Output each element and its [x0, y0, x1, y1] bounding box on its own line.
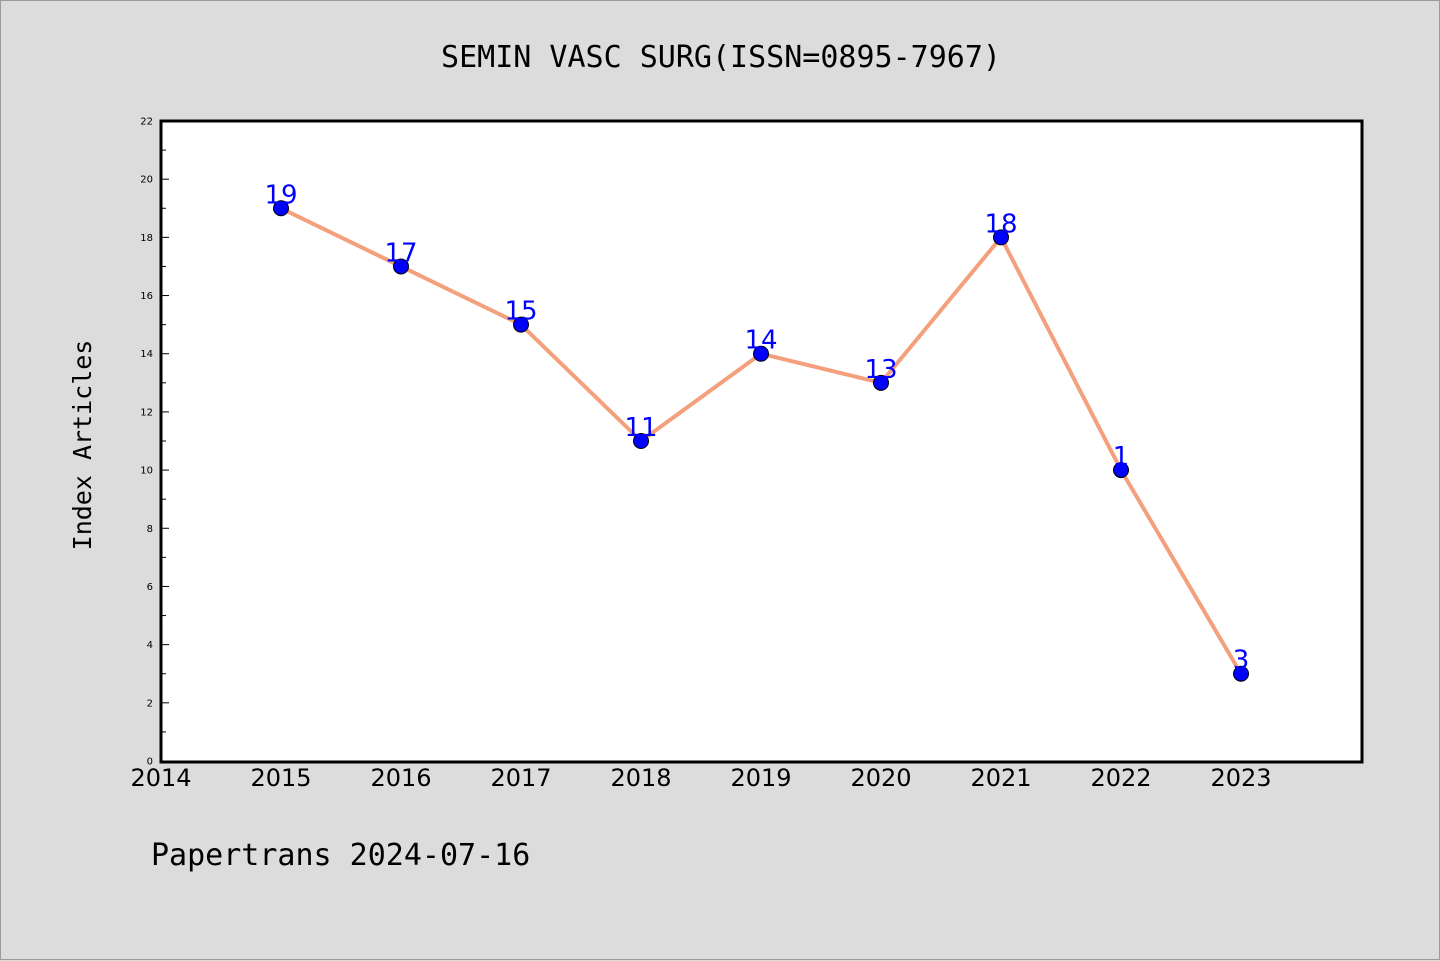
data-label-2016: 17 [384, 238, 417, 268]
data-point-2016 [393, 258, 409, 275]
data-label-2021: 18 [984, 209, 1017, 239]
data-point-2022 [1113, 462, 1129, 479]
data-label-2018: 11 [624, 413, 657, 443]
x-tick-label: 2017 [490, 764, 551, 792]
data-point-2018 [633, 433, 649, 449]
footer-text: Papertrans 2024-07-16 [151, 838, 530, 873]
y-axis: 0 2 4 6 8 10 12 14 16 18 20 22 [140, 117, 169, 768]
y-tick-label: 4 [147, 640, 153, 651]
y-tick-label: 8 [147, 524, 153, 535]
y-tick-label: 10 [140, 466, 153, 477]
y-tick-label: 22 [140, 117, 153, 128]
plot-area [159, 119, 1364, 764]
x-tick-label: 2018 [610, 764, 671, 792]
data-label-2022: 1 [1113, 442, 1130, 472]
data-label-2015: 19 [264, 180, 297, 210]
y-tick-label: 16 [140, 291, 153, 302]
data-point-2019 [753, 345, 769, 362]
x-tick-label: 2019 [730, 764, 791, 792]
x-tick-label: 2023 [1210, 764, 1271, 792]
x-tick-label: 2020 [850, 764, 911, 792]
data-label-2017: 15 [504, 297, 537, 327]
y-axis-label: Index Articles [68, 340, 97, 551]
data-point-2023 [1233, 665, 1249, 682]
y-tick-label: 14 [140, 349, 153, 360]
data-label-2020: 13 [864, 355, 897, 385]
data-point-2017 [513, 316, 529, 333]
data-point-2021 [993, 229, 1009, 246]
x-axis: 2014 2015 2016 2017 2018 2019 2020 2021 2022 2023 [130, 764, 1271, 792]
y-tick-label: 20 [140, 175, 153, 186]
y-tick-label: 0 [147, 757, 153, 768]
x-tick-label: 2014 [130, 764, 191, 792]
y-tick-label: 2 [147, 698, 153, 709]
data-label-2023: 3 [1233, 646, 1250, 676]
y-tick-label: 6 [147, 582, 153, 593]
chart-title: SEMIN VASC SURG(ISSN=0895-7967) [441, 40, 1001, 75]
x-tick-label: 2021 [970, 764, 1031, 792]
y-tick-label: 12 [140, 407, 153, 418]
x-tick-label: 2016 [370, 764, 431, 792]
x-tick-label: 2015 [250, 764, 311, 792]
y-tick-label: 18 [140, 233, 153, 244]
x-tick-label: 2022 [1090, 764, 1151, 792]
data-point-2020 [873, 374, 889, 391]
data-point-2015 [273, 200, 289, 217]
data-label-2019: 14 [744, 326, 777, 356]
